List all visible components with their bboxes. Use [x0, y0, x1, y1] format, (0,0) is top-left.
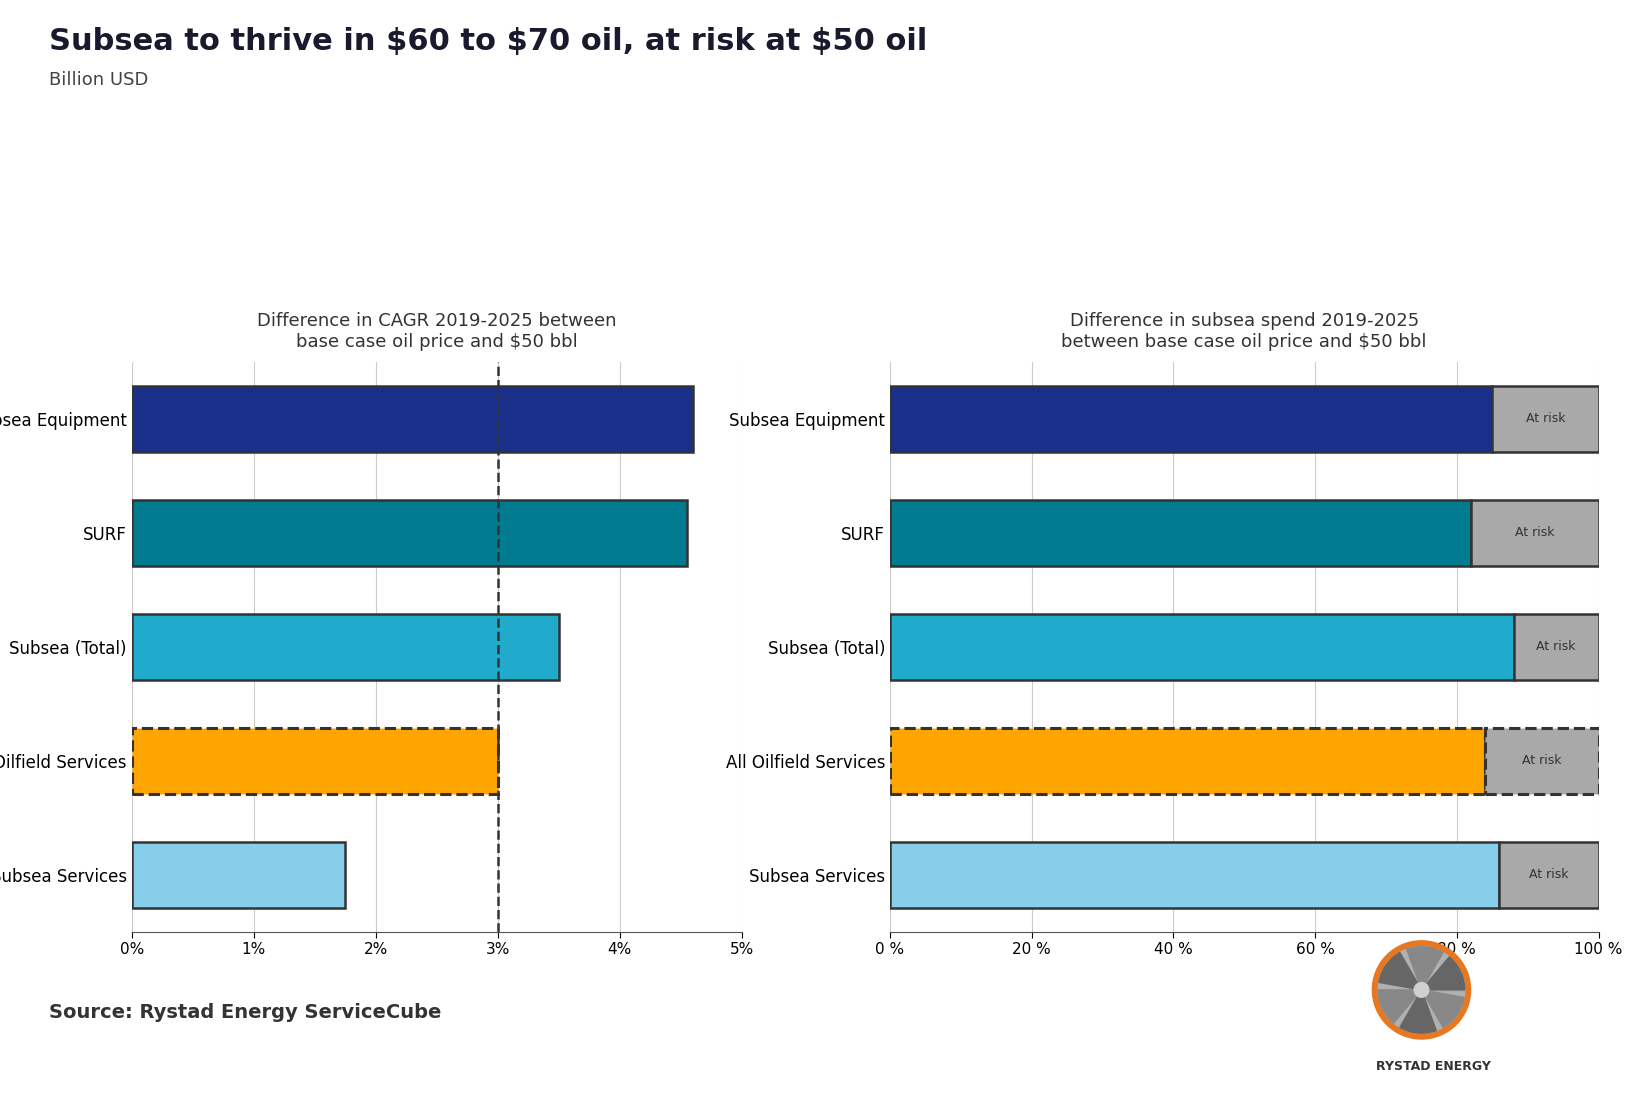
Bar [132, 500, 687, 566]
Circle shape [1414, 982, 1429, 997]
Wedge shape [1407, 947, 1444, 990]
Bar [890, 386, 1491, 452]
Text: At risk: At risk [1515, 526, 1554, 539]
Text: Source: Rystad Energy ServiceCube: Source: Rystad Energy ServiceCube [49, 1003, 442, 1021]
Wedge shape [1422, 990, 1463, 1027]
Wedge shape [1379, 952, 1422, 990]
Text: Subsea to thrive in $60 to $70 oil, at risk at $50 oil: Subsea to thrive in $60 to $70 oil, at r… [49, 27, 928, 56]
Circle shape [1373, 940, 1470, 1039]
Bar [1500, 842, 1599, 907]
Text: At risk: At risk [1523, 754, 1562, 767]
Text: At risk: At risk [1529, 868, 1569, 881]
Bar [1513, 614, 1599, 680]
Bar [132, 614, 559, 680]
Bar [132, 728, 498, 794]
Bar [890, 728, 1485, 794]
Bar [1472, 500, 1599, 566]
Wedge shape [1378, 990, 1422, 1023]
Circle shape [1378, 947, 1465, 1034]
Text: Difference in CAGR 2019-2025 between
base case oil price and $50 bbl: Difference in CAGR 2019-2025 between bas… [257, 312, 616, 351]
Wedge shape [1422, 957, 1465, 990]
Bar [132, 842, 344, 907]
Text: Billion USD: Billion USD [49, 71, 148, 89]
Bar [132, 386, 692, 452]
Text: At risk: At risk [1526, 412, 1566, 425]
Wedge shape [1399, 990, 1437, 1034]
Text: At risk: At risk [1536, 640, 1575, 653]
Bar [1485, 728, 1599, 794]
Text: RYSTAD ENERGY: RYSTAD ENERGY [1376, 1060, 1491, 1073]
Bar [890, 842, 1500, 907]
Text: Difference in subsea spend 2019-2025
between base case oil price and $50 bbl: Difference in subsea spend 2019-2025 bet… [1061, 312, 1427, 351]
Bar [890, 614, 1513, 680]
Bar [1491, 386, 1599, 452]
Bar [890, 500, 1472, 566]
